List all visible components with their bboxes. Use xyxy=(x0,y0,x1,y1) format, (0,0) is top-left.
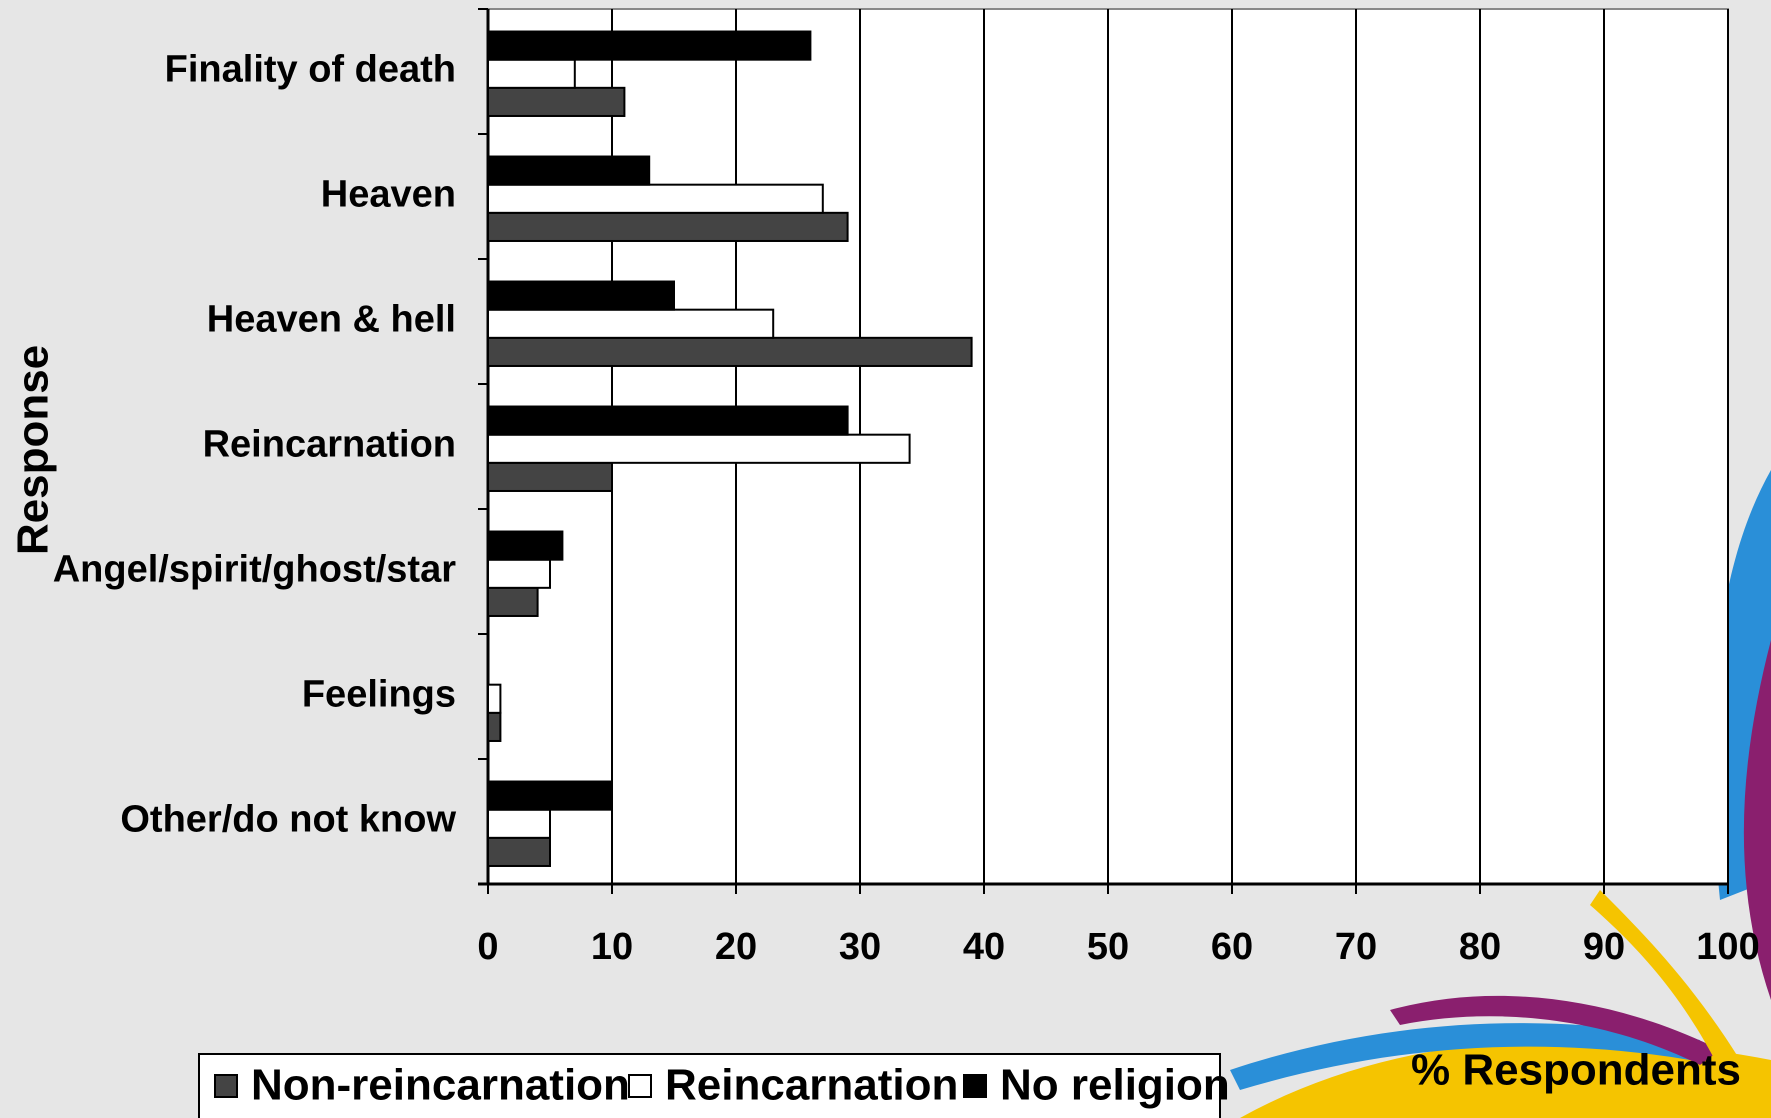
bar xyxy=(487,683,502,714)
x-tick-label: 0 xyxy=(477,926,498,968)
y-tick-label: Feelings xyxy=(302,674,456,716)
bar xyxy=(487,405,849,436)
bar xyxy=(487,530,564,561)
x-tick-label: 100 xyxy=(1696,926,1759,968)
bar xyxy=(487,155,651,186)
bar xyxy=(487,183,824,214)
bar xyxy=(487,808,551,839)
decoration xyxy=(1230,470,1771,1118)
bar xyxy=(487,211,849,242)
y-tick-label: Other/do not know xyxy=(120,799,456,841)
x-tick-label: 30 xyxy=(839,926,881,968)
y-tick-label: Heaven xyxy=(321,174,456,216)
bar xyxy=(487,336,973,367)
bar xyxy=(487,586,539,617)
bar xyxy=(487,58,576,89)
x-tick-label: 50 xyxy=(1087,926,1129,968)
legend-swatch xyxy=(628,1074,652,1098)
x-tick-label: 40 xyxy=(963,926,1005,968)
y-tick-label: Angel/spirit/ghost/star xyxy=(53,549,456,591)
bar xyxy=(487,308,775,339)
legend xyxy=(198,1053,1221,1118)
legend-swatch xyxy=(214,1074,238,1098)
bar xyxy=(487,558,551,589)
x-tick-label: 60 xyxy=(1211,926,1253,968)
legend-label: No religion xyxy=(1000,1061,1230,1110)
x-tick-label: 70 xyxy=(1335,926,1377,968)
legend-swatch xyxy=(963,1074,987,1098)
y-tick-label: Finality of death xyxy=(165,49,456,91)
legend-label: Reincarnation xyxy=(665,1061,958,1110)
legend-label: Non-reincarnation xyxy=(251,1061,630,1110)
bar xyxy=(487,86,626,117)
bar xyxy=(487,711,502,742)
bar xyxy=(487,30,812,61)
x-tick-label: 20 xyxy=(715,926,757,968)
y-tick-label: Reincarnation xyxy=(203,424,456,466)
y-axis-label: Response xyxy=(9,345,58,555)
x-tick-label: 10 xyxy=(591,926,633,968)
bar xyxy=(487,836,551,867)
x-tick-label: 80 xyxy=(1459,926,1501,968)
bar xyxy=(487,433,911,464)
bar xyxy=(487,780,613,811)
y-tick-label: Heaven & hell xyxy=(207,299,456,341)
bar xyxy=(487,280,675,311)
bar xyxy=(487,461,613,492)
x-tick-label: 90 xyxy=(1583,926,1625,968)
x-axis-label: % Respondents xyxy=(1411,1046,1741,1095)
